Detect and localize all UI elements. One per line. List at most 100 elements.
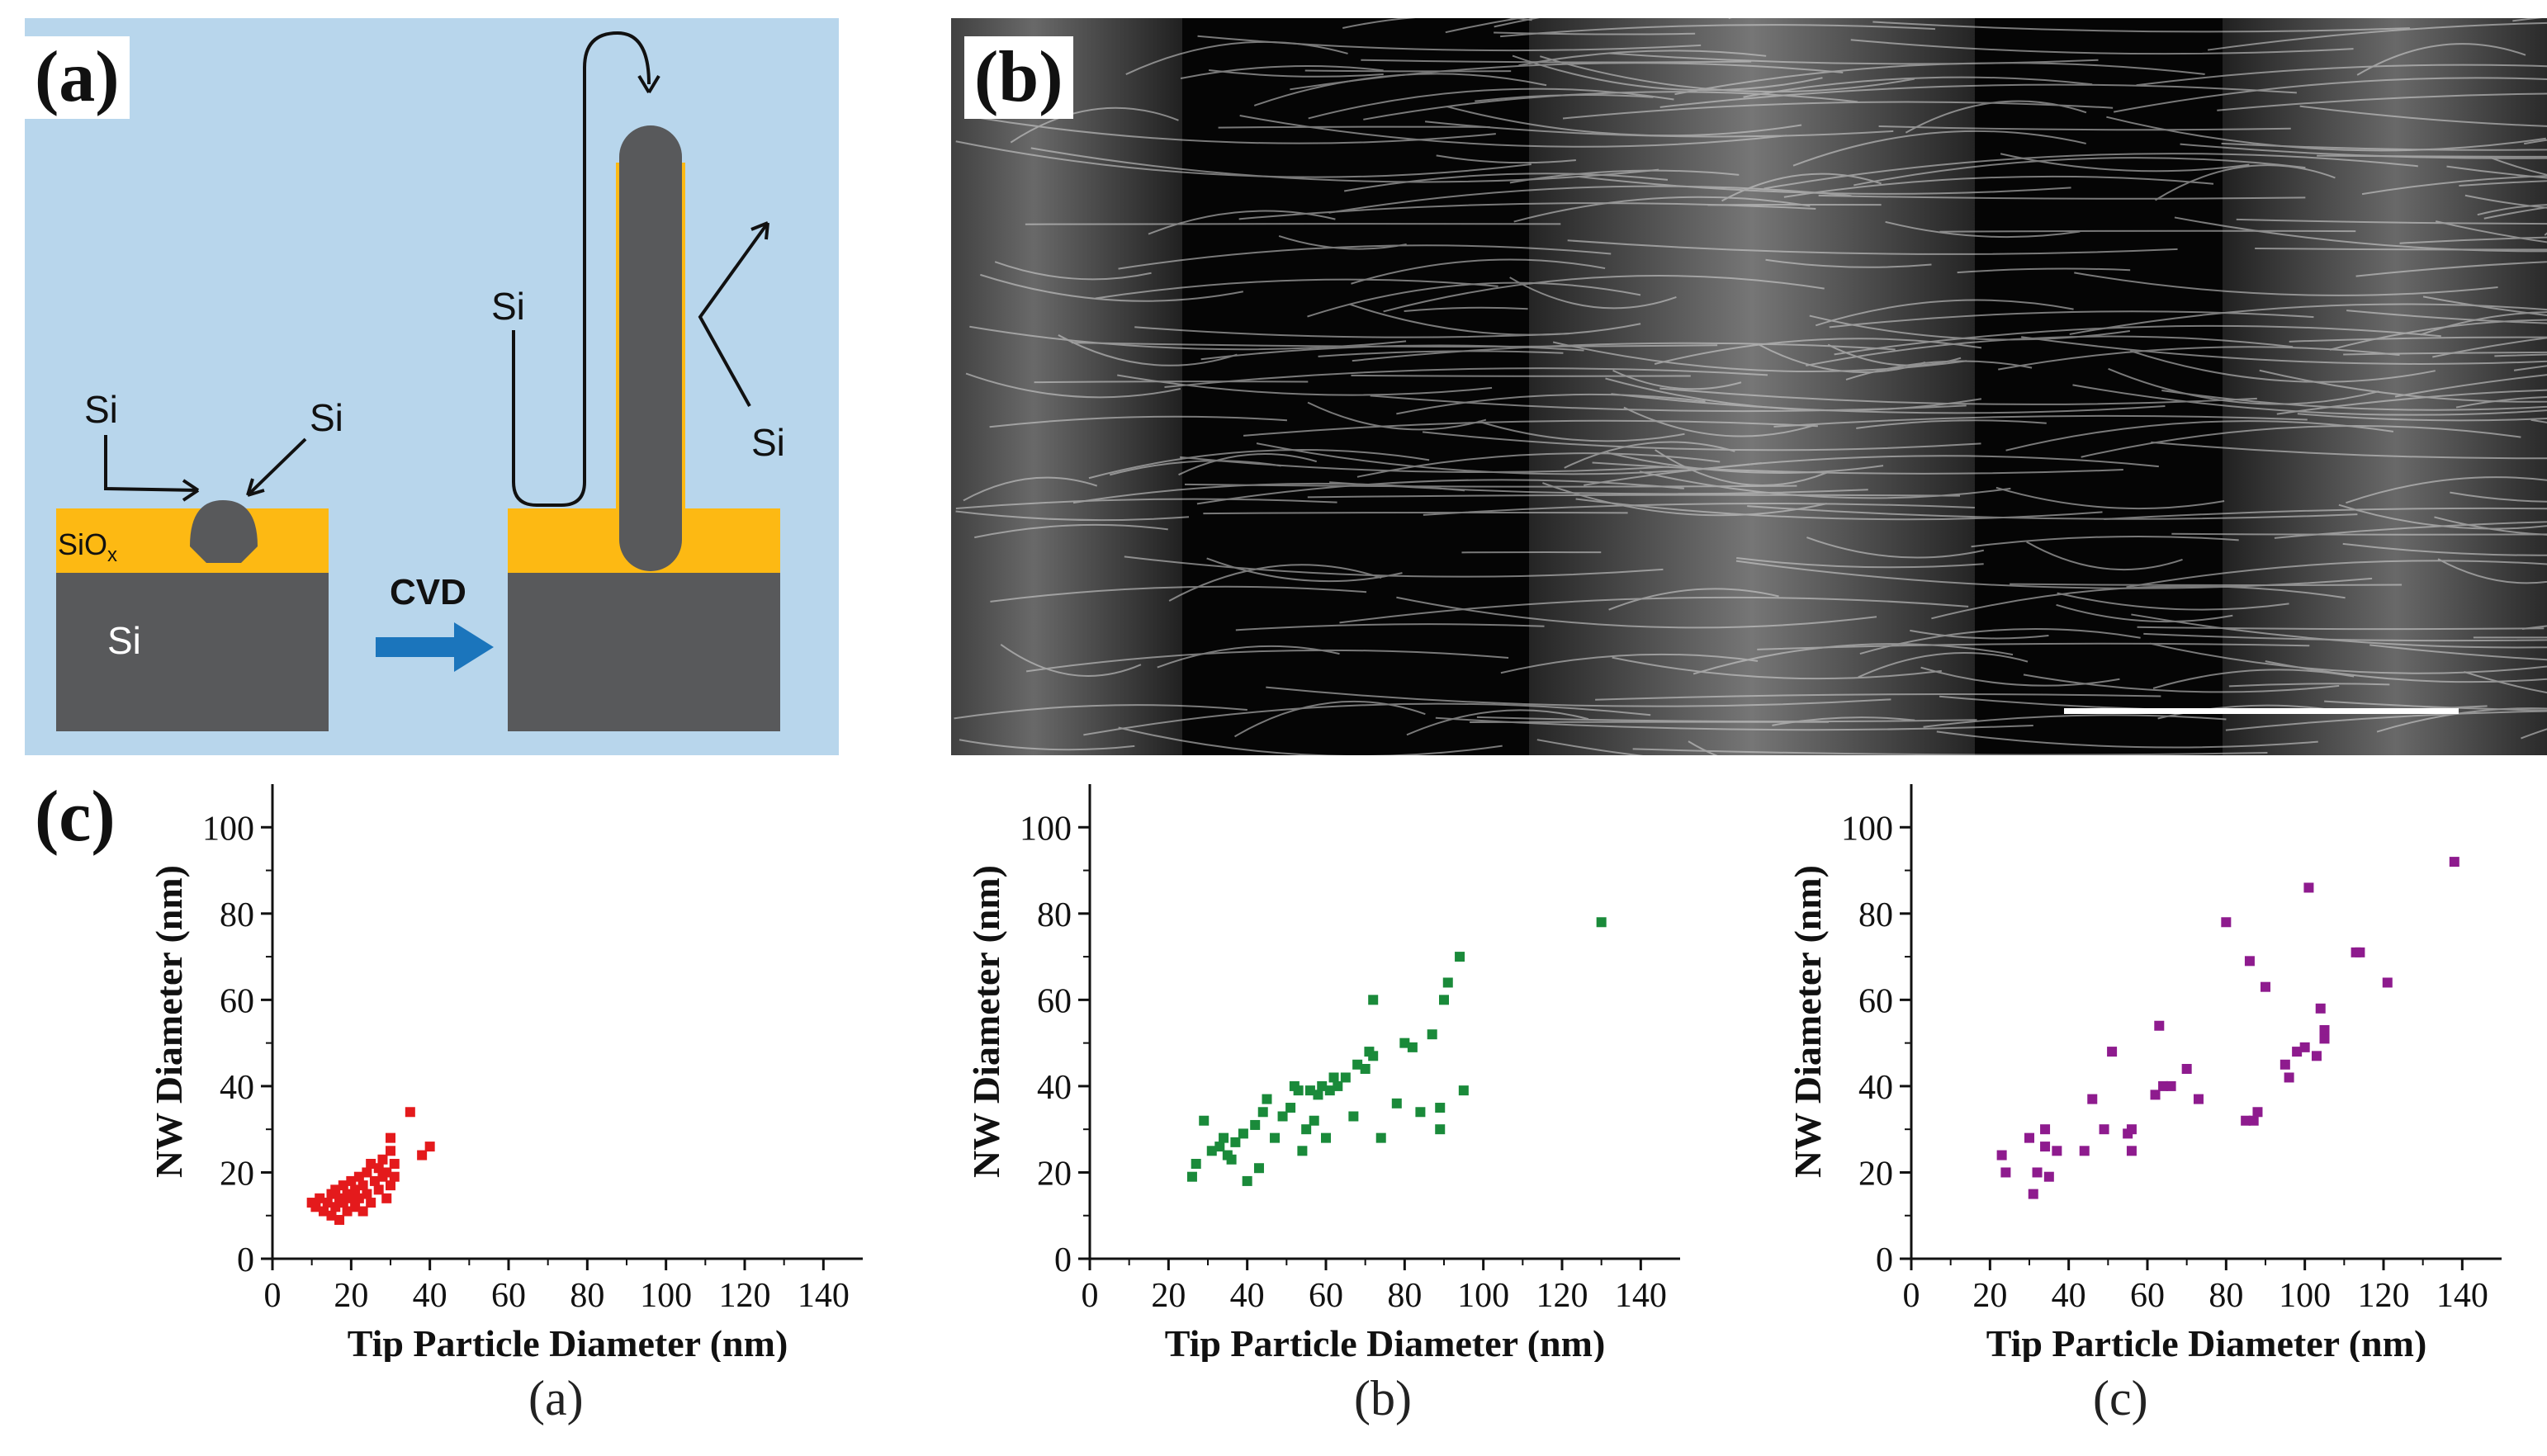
nanowire-strand [2361, 175, 2547, 196]
arrowhead-2 [246, 478, 265, 497]
data-point [1415, 1107, 1426, 1118]
nanowire-strand [1773, 414, 2308, 428]
data-point [1253, 1163, 1264, 1174]
nanowire-strand [1180, 65, 1384, 79]
nanowire-strand [2154, 164, 2336, 201]
nanowire-strand [1674, 62, 2205, 96]
x-axis-label: Tip Particle Diameter (nm) [1986, 1322, 2427, 1362]
nanowire-strand [1383, 274, 1825, 313]
si-flux-label-3: Si [491, 285, 525, 328]
y-tick-label: 20 [220, 1155, 254, 1193]
nanowire-strand [1339, 596, 1969, 624]
nanowire-strand [2161, 390, 2547, 411]
data-point [2032, 1167, 2043, 1178]
substrate-label: Si [107, 619, 141, 662]
nanowire-strand [2346, 476, 2547, 504]
nanowire-strand [1512, 54, 1823, 92]
nanowire-strand [1853, 157, 2306, 187]
nanowire-strand [1818, 194, 2306, 200]
data-point [373, 1184, 384, 1195]
data-point [1442, 977, 1453, 988]
data-point [1262, 1094, 1272, 1104]
data-point [315, 1193, 325, 1203]
nanowire-strand [2394, 374, 2547, 398]
nanowire-strand [1209, 69, 1384, 78]
nanowire-strand [1608, 588, 1779, 611]
data-point [1199, 1115, 1210, 1126]
nanowire-band-3 [2223, 18, 2547, 755]
nanowire-strand [1109, 460, 1281, 476]
x-tick-label: 140 [1615, 1277, 1667, 1315]
data-point [342, 1206, 353, 1217]
nanowire-strand [959, 739, 1135, 751]
nanowire-band-1 [951, 18, 1182, 755]
nanowire-strand [974, 523, 1168, 539]
data-point [369, 1175, 380, 1186]
nanowire-strand [1307, 401, 1487, 431]
data-point [386, 1146, 395, 1156]
nanowire-strand [1125, 40, 1348, 75]
x-tick-label: 20 [1151, 1277, 1186, 1315]
x-tick-label: 100 [640, 1277, 692, 1315]
y-tick-label: 80 [220, 896, 254, 934]
data-point [1996, 1150, 2007, 1161]
data-point [1439, 995, 1449, 1005]
nanowire-strand [1623, 406, 1813, 437]
silicon-substrate-left [56, 573, 329, 731]
data-point [2181, 1064, 2192, 1074]
nanowire-strand [1845, 360, 2033, 381]
nanowire-strand [1806, 537, 1985, 559]
data-point [424, 1142, 435, 1152]
nanowire-strand [1612, 656, 1942, 680]
nanowire-strand [1659, 387, 2257, 405]
data-point [2126, 1146, 2137, 1156]
nanowire-strand [2274, 521, 2547, 539]
nanowire-strand [2069, 303, 2547, 335]
si-flux-label-1: Si [84, 388, 118, 431]
nanowire-strand [1858, 652, 2029, 678]
nanowire-strand [1606, 451, 1884, 474]
y-tick-label: 20 [1037, 1155, 1072, 1193]
nanowire-strand [1632, 748, 2268, 755]
x-tick-label: 80 [2209, 1277, 2243, 1315]
data-point [2315, 1003, 2326, 1014]
nanowire-strand [1885, 220, 2081, 239]
nanowire-strand [1328, 185, 1852, 214]
data-point [1293, 1085, 1304, 1096]
data-point [1285, 1103, 1296, 1113]
nanowire-strand [2000, 153, 2250, 173]
data-point [334, 1214, 345, 1225]
nanowire-strand [2342, 542, 2547, 556]
nanowire-strand [2129, 350, 2436, 383]
nanowire-strand [1536, 739, 1644, 755]
nanowire-strand [2488, 156, 2547, 176]
nanowire-strand [1552, 341, 1967, 373]
data-point [362, 1167, 372, 1178]
nanowire-strand [1239, 115, 1787, 148]
nanowire-strand [1500, 24, 1936, 38]
nanowire-strand [954, 704, 1247, 720]
data-point [389, 1159, 400, 1169]
nanowire-strand [1370, 395, 1967, 413]
nanowire-strand [1509, 277, 1677, 310]
nanowire-strand [1564, 441, 1735, 469]
data-point [2292, 1047, 2303, 1057]
data-point [330, 1202, 341, 1213]
nanowire-strand [1765, 258, 1932, 268]
nanowire-strand [2149, 642, 2547, 674]
nanowire-strand [2346, 310, 2547, 324]
nanowire-strand [2369, 644, 2547, 661]
y-tick-label: 40 [1037, 1069, 1072, 1107]
data-point [1317, 1080, 1328, 1091]
nanowire-strand [1243, 419, 1818, 437]
data-point [2319, 1033, 2330, 1044]
sub-caption-c: (c) [2093, 1371, 2148, 1425]
y-axis-label: NW Diameter (nm) [1787, 865, 1829, 1178]
diffusion-arrow [512, 31, 651, 507]
nanowire-strand [1721, 173, 1882, 202]
data-point [1270, 1132, 1281, 1143]
nanowire-strand [1783, 175, 2214, 198]
nanowire-strand [2137, 626, 2545, 631]
nanowire-strand [1088, 449, 1430, 480]
data-point [2099, 1124, 2109, 1135]
